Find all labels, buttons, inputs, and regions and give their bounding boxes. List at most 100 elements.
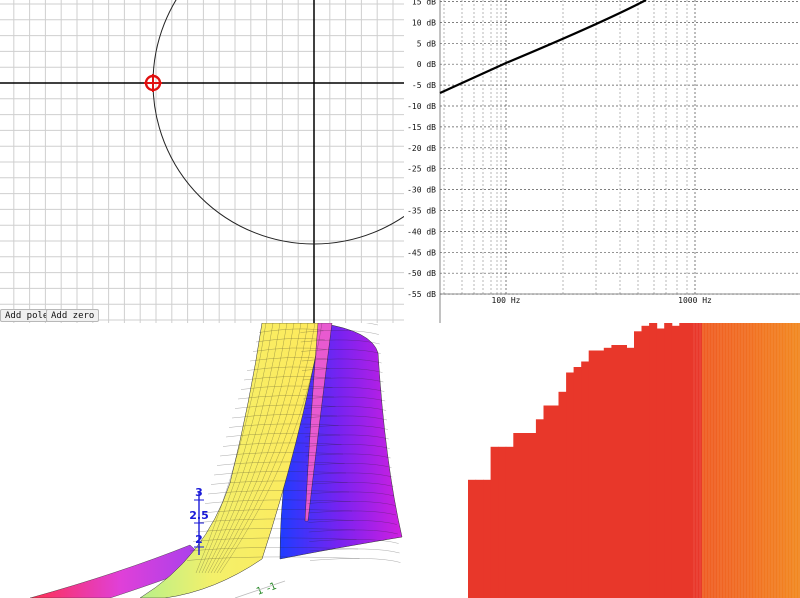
pz-grid xyxy=(0,0,404,323)
spectrum-bar xyxy=(535,419,544,598)
spectrum-bar xyxy=(566,372,575,598)
db-tick-label: -35 dB xyxy=(407,207,436,216)
mesh-line xyxy=(252,347,327,352)
spectrum-bar xyxy=(784,323,793,598)
spectrum-bar xyxy=(573,367,582,598)
mesh-line xyxy=(219,323,323,574)
mesh-line xyxy=(306,472,393,478)
add-zero-button[interactable]: Add zero xyxy=(46,309,100,322)
spectrum-bar xyxy=(618,345,627,598)
mesh-line xyxy=(204,323,288,574)
mesh-line xyxy=(213,323,309,574)
mesh-line xyxy=(309,558,401,563)
mesh-line xyxy=(216,461,345,466)
floor-axis-label: 1 xyxy=(255,585,265,598)
mesh-line xyxy=(309,539,399,544)
spectrum-bar xyxy=(769,323,778,598)
db-tick-label: 10 dB xyxy=(412,18,436,27)
surface-3d-canvas[interactable]: 3 2.5 2 1 -1 xyxy=(0,323,404,598)
surface-spike xyxy=(304,323,333,522)
mesh-line xyxy=(186,556,360,561)
mesh-line xyxy=(306,482,394,487)
db-tick-label: 15 dB xyxy=(412,0,436,7)
surface-3d-plot[interactable]: 3 2.5 2 1 -1 xyxy=(0,323,404,598)
spectrum-bar xyxy=(483,479,492,598)
mesh-line xyxy=(240,385,333,390)
mesh-line xyxy=(225,433,341,438)
spectrum-bar xyxy=(701,323,710,598)
spectrum-bar xyxy=(732,323,741,598)
magnitude-curve xyxy=(439,0,647,95)
mesh-line xyxy=(228,423,339,428)
mesh-line xyxy=(307,510,397,516)
db-tick-label: 0 dB xyxy=(417,60,436,69)
mesh-line xyxy=(303,415,388,421)
mesh-line xyxy=(302,377,384,383)
spectrum-bar xyxy=(649,323,658,598)
spectrum-bar xyxy=(588,350,597,598)
mesh-line xyxy=(307,501,396,506)
db-tick-label: -30 dB xyxy=(407,186,436,195)
spectrum-bar xyxy=(656,328,665,598)
mesh-line xyxy=(204,499,351,504)
floor-axis-label: -1 xyxy=(265,581,278,595)
spectrum-bar xyxy=(792,323,800,598)
bode-gridlines xyxy=(440,0,800,295)
spectrum-bar xyxy=(505,446,514,598)
spectrum-bar xyxy=(679,323,688,598)
spectrum-bar xyxy=(498,446,507,598)
pole-zero-canvas[interactable] xyxy=(0,0,404,323)
spectrum-bar xyxy=(558,391,567,598)
pole-zero-plot[interactable]: Add pole Add zero xyxy=(0,0,404,323)
mesh-line xyxy=(195,528,356,533)
spectrum-display xyxy=(404,323,800,598)
floor-grid-line xyxy=(234,580,286,598)
spectrum-bar xyxy=(762,323,771,598)
mesh-line xyxy=(189,547,359,552)
db-tick-label: -50 dB xyxy=(407,269,436,278)
mesh-line xyxy=(243,376,332,381)
spectrum-bar xyxy=(694,323,703,598)
unit-circle xyxy=(152,0,404,245)
spectrum-bar xyxy=(686,323,695,598)
mesh-line xyxy=(231,414,338,419)
surface-mesh xyxy=(186,323,401,574)
spectrum-bar xyxy=(596,350,605,598)
mesh-line xyxy=(301,358,382,364)
spectrum-bar xyxy=(709,323,718,598)
spectrum-bar xyxy=(717,323,726,598)
mesh-line xyxy=(301,368,383,373)
db-tick-label: -40 dB xyxy=(407,227,436,236)
mesh-line xyxy=(201,323,281,574)
mesh-line xyxy=(303,396,386,402)
spectrum-bar xyxy=(611,345,620,598)
spectrum-bar xyxy=(671,325,680,598)
mesh-line xyxy=(249,357,329,362)
mesh-line xyxy=(305,453,391,459)
spectrum-bar xyxy=(520,433,529,598)
mesh-line xyxy=(300,323,379,326)
db-tick-label: -45 dB xyxy=(407,248,436,257)
mesh-line xyxy=(307,491,395,497)
mesh-line xyxy=(308,529,398,535)
spectrum-canvas xyxy=(468,323,800,598)
db-tick-label: -10 dB xyxy=(407,102,436,111)
z-tick-label: 2 xyxy=(195,533,203,546)
mesh-line xyxy=(210,480,348,485)
db-tick-label: -5 dB xyxy=(412,81,436,90)
pole-marker[interactable] xyxy=(144,74,162,92)
spectrum-bar xyxy=(739,323,748,598)
spectrum-bar xyxy=(754,323,763,598)
mesh-line xyxy=(309,548,400,554)
spectrum-bar xyxy=(475,479,484,598)
mesh-line xyxy=(207,490,350,495)
db-tick-label: -25 dB xyxy=(407,165,436,174)
mesh-line xyxy=(308,520,397,525)
mesh-line xyxy=(258,328,324,333)
mesh-line xyxy=(304,425,388,430)
spectrum-bar xyxy=(551,405,560,598)
spectrum-bar xyxy=(603,347,612,598)
mesh-line xyxy=(216,323,316,574)
mesh-line xyxy=(301,349,381,354)
mesh-line xyxy=(198,518,354,523)
